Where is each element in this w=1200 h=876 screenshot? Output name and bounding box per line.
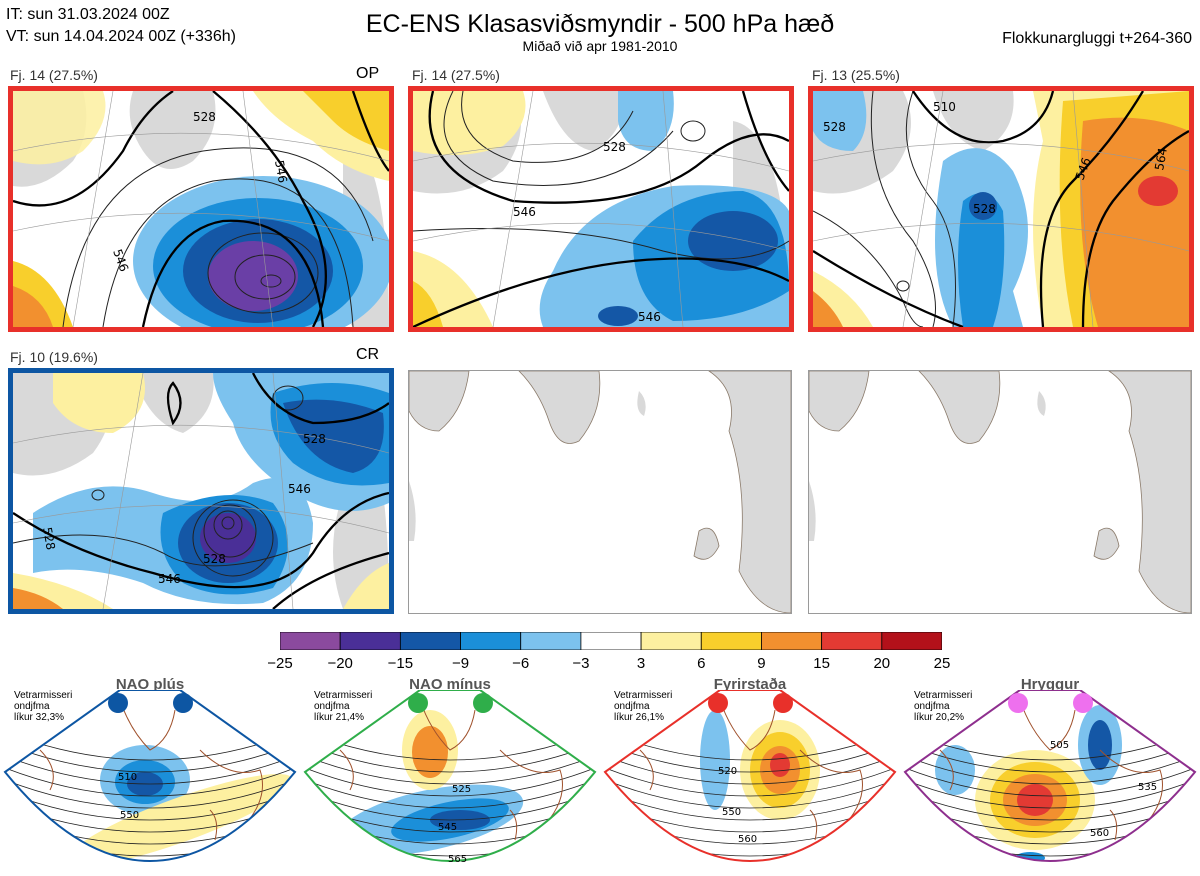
panel-4-tag: CR	[356, 346, 380, 363]
colorbar-tick-label: −15	[387, 655, 414, 672]
contour-label-1: 528	[193, 110, 216, 124]
regime-note-line: ondjfma	[914, 701, 950, 712]
colorbar-swatch	[881, 631, 943, 651]
colorbar-swatch	[821, 631, 883, 651]
regime-note-line: Vetrarmisseri	[314, 690, 373, 701]
cluster-map-3: 528 510 528 546 564	[808, 86, 1194, 332]
colorbar-swatch	[700, 631, 762, 651]
regime-note: Vetrarmisseri ondjfma líkur 21,4%	[314, 690, 372, 723]
regime-note-line: líkur 26,1%	[614, 712, 665, 723]
cluster-map-6-empty	[808, 370, 1192, 614]
regime-map: 510 550	[0, 689, 300, 871]
colorbar-tick-label: 25	[933, 655, 951, 672]
regime-dot	[773, 693, 793, 713]
contour-label-8: 510	[933, 100, 956, 114]
colorbar-tick-label: −6	[512, 655, 530, 672]
cluster-map-1: 528 546 546	[8, 86, 394, 332]
panel-2-label: Fj. 14 (27.5%)	[412, 67, 500, 83]
colorbar-tick-label: −9	[451, 655, 470, 672]
regime-contour-label: 505	[1050, 740, 1069, 751]
regime-dot	[108, 693, 128, 713]
colorbar-swatch	[399, 631, 461, 651]
colorbar-tick-label: 6	[697, 655, 706, 672]
regime-contour-label: 535	[1138, 782, 1157, 793]
run-info: IT: sun 31.03.2024 00Z VT: sun 14.04.202…	[6, 4, 236, 48]
regime-note-line: Vetrarmisseri	[914, 690, 973, 701]
regime-contour-label: 525	[452, 784, 471, 795]
colorbar-tick-label: −3	[572, 655, 590, 672]
regime-contour-label: 560	[738, 834, 757, 845]
colorbar-tick-label: 20	[873, 655, 891, 672]
regime-note: Vetrarmisseri ondjfma líkur 26,1%	[614, 690, 672, 723]
regime-note-line: ondjfma	[314, 701, 350, 712]
contour-label-12: 528	[303, 432, 326, 446]
regime-note-line: ondjfma	[614, 701, 650, 712]
panel-1-tag: OP	[356, 65, 380, 82]
regime-contour-label: 550	[120, 810, 139, 821]
regime-dot	[473, 693, 493, 713]
page-title: EC-ENS Klasasviðsmyndir - 500 hPa hæð	[365, 10, 835, 38]
colorbar	[279, 631, 943, 651]
regime-note-line: líkur 21,4%	[314, 712, 365, 723]
panel-3-label: Fj. 13 (25.5%)	[812, 67, 900, 83]
contour-label-9: 528	[973, 202, 996, 216]
regime-dot	[708, 693, 728, 713]
page-subtitle: Miðað við apr 1981-2010	[522, 38, 678, 54]
contour-label-2: 546	[272, 159, 290, 184]
regime-title: Fyrirstaða	[713, 676, 787, 693]
contour-label-16: 546	[288, 482, 311, 496]
cluster-map-2: 528 546 546	[408, 86, 794, 332]
contour-label-5: 546	[513, 205, 536, 219]
colorbar-swatch	[339, 631, 401, 651]
valid-time: VT: sun 14.04.2024 00Z (+336h)	[6, 28, 236, 45]
colorbar-swatch	[460, 631, 522, 651]
regime-title: Hryggur	[1020, 676, 1080, 693]
contour-label-6: 546	[638, 310, 661, 324]
regime-contour-label: 550	[722, 807, 741, 818]
regime-dot	[173, 693, 193, 713]
regime-contour-label: 520	[718, 766, 737, 777]
regime-dot	[1073, 693, 1093, 713]
colorbar-swatch	[640, 631, 702, 651]
regime-map: 505 535 560	[900, 689, 1200, 871]
panel-4-label: Fj. 10 (19.6%)	[10, 349, 98, 365]
colorbar-swatch	[520, 631, 582, 651]
regime-dot	[408, 693, 428, 713]
colorbar-tick-label: 3	[636, 655, 646, 672]
colorbar-tick-label: −25	[267, 655, 293, 672]
regime-note: Vetrarmisseri ondjfma líkur 32,3%	[14, 690, 72, 723]
regime-note-line: Vetrarmisseri	[14, 690, 73, 701]
regime-title: NAO plús	[115, 676, 185, 693]
regime-map: 525 545 565	[300, 689, 600, 871]
regime-dot	[1008, 693, 1028, 713]
contour-label-11: 564	[1152, 147, 1170, 172]
regime-contour-label: 545	[438, 822, 457, 833]
contour-label-4: 528	[603, 140, 626, 154]
contour-label-15: 546	[158, 572, 181, 586]
panel-1-label: Fj. 14 (27.5%)	[10, 67, 98, 83]
colorbar-swatch	[279, 631, 341, 651]
colorbar-swatch	[580, 631, 642, 651]
colorbar-tick-label: 15	[813, 655, 830, 672]
regime-contour-label: 510	[118, 772, 137, 783]
cluster-map-4: 528 528 528 546 546	[8, 368, 394, 614]
regime-note-line: líkur 32,3%	[14, 712, 65, 723]
cluster-map-5-empty	[408, 370, 792, 614]
regime-map: 520 550 560	[600, 689, 900, 871]
colorbar-tick-label: 9	[757, 655, 766, 672]
contour-label-13: 528	[40, 526, 58, 551]
regime-note-line: ondjfma	[14, 701, 50, 712]
colorbar-tick-label: −20	[327, 655, 353, 672]
init-time: IT: sun 31.03.2024 00Z	[6, 6, 170, 23]
regime-note-line: líkur 20,2%	[914, 712, 965, 723]
regime-note: Vetrarmisseri ondjfma líkur 20,2%	[914, 690, 972, 723]
regime-contour-label: 560	[1090, 828, 1109, 839]
contour-label-7: 528	[823, 120, 846, 134]
colorbar-swatch	[761, 631, 823, 651]
classification-window: Flokkunargluggi t+264-360	[1002, 30, 1192, 47]
regime-contour-label: 565	[448, 854, 467, 865]
regime-note-line: Vetrarmisseri	[614, 690, 673, 701]
contour-label-14: 528	[203, 552, 226, 566]
regime-title: NAO mínus	[409, 676, 491, 693]
